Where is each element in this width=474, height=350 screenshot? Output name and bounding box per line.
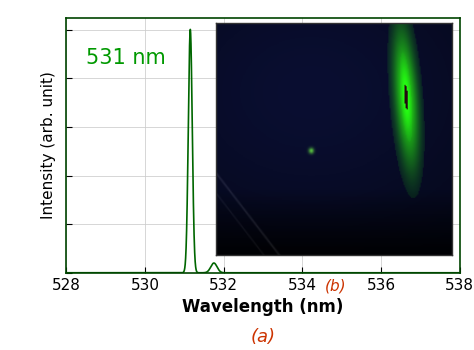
- X-axis label: Wavelength (nm): Wavelength (nm): [182, 299, 344, 316]
- Text: (a): (a): [251, 329, 275, 346]
- Text: (b): (b): [325, 278, 346, 293]
- Y-axis label: Intensity (arb. unit): Intensity (arb. unit): [41, 71, 56, 219]
- Text: 531 nm: 531 nm: [86, 48, 166, 68]
